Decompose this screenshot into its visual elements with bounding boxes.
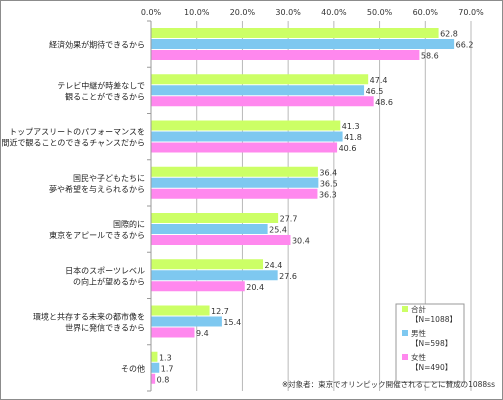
x-tick-label: 70.0% <box>458 8 484 17</box>
legend-swatch <box>402 306 408 312</box>
bar <box>151 373 156 384</box>
data-label: 9.4 <box>196 329 209 338</box>
footnote: ※対象者：東京でオリンピック開催されることに賛成の1088ss <box>282 379 495 389</box>
category-label: 世界に発信できるから <box>65 323 145 333</box>
bar <box>151 235 291 245</box>
x-axis-tick-labels: 0.0% 10.0% 20.0% 30.0% 40.0% 50.0% 60.0% 70.0% <box>141 8 484 17</box>
bar <box>151 362 160 373</box>
data-label: 41.3 <box>342 122 360 131</box>
bar <box>151 177 319 188</box>
category-label: 東京をアピールできるから <box>49 230 145 240</box>
x-tick-label: 40.0% <box>321 8 347 17</box>
bar <box>151 351 158 362</box>
bar <box>151 74 369 85</box>
legend-swatch <box>402 330 408 336</box>
data-label: 15.4 <box>223 318 241 327</box>
bar <box>151 281 245 292</box>
bar <box>151 85 365 96</box>
data-label: 58.6 <box>421 52 439 61</box>
data-label: 41.8 <box>344 133 362 142</box>
bar <box>151 327 195 338</box>
legend-label: 【N=490】 <box>411 363 452 372</box>
bar <box>151 39 455 49</box>
category-label: テレビ中継が時差なしで <box>57 80 145 90</box>
x-tick-label: 60.0% <box>413 8 439 17</box>
bar <box>151 131 343 142</box>
data-label: 24.4 <box>265 261 283 270</box>
x-tick-label: 0.0% <box>141 8 162 17</box>
data-label: 40.6 <box>339 144 357 153</box>
category-label: 国際的に <box>113 219 145 229</box>
legend: 合計【N=1088】男性【N=598】女性【N=490】 <box>395 303 465 383</box>
bar <box>151 120 341 131</box>
x-tick-label: 20.0% <box>230 8 256 17</box>
bar <box>151 316 222 327</box>
data-label: 27.7 <box>280 215 298 224</box>
data-label: 36.5 <box>320 179 338 188</box>
category-label: 間近で観ることのできるチャンスだから <box>1 138 145 148</box>
bar <box>151 50 420 60</box>
data-label: 48.6 <box>375 98 393 107</box>
bars <box>151 28 455 384</box>
category-label: 国民や子どもたちに <box>73 174 145 183</box>
legend-label: 【N=598】 <box>411 339 452 348</box>
bar <box>151 188 318 199</box>
data-label: 27.6 <box>279 272 297 281</box>
legend-label: 男性 <box>411 328 426 338</box>
data-label: 62.8 <box>440 30 458 39</box>
category-label: トップアスリートのパフォーマンスを <box>9 128 145 137</box>
data-label: 12.7 <box>211 307 229 316</box>
category-labels: 経済効果が期待できるからテレビ中継が時差なしで観ることができるからトップアスリー… <box>1 40 145 374</box>
bar <box>151 305 210 316</box>
bar <box>151 28 439 38</box>
category-label: その他 <box>121 363 145 373</box>
data-label: 46.5 <box>366 87 384 96</box>
bar <box>151 259 264 270</box>
category-label: 環境と共存する未来の都市像を <box>33 312 145 322</box>
bar <box>151 270 278 281</box>
value-labels: 62.8 66.2 58.6 47.4 46.5 48.6 41.3 41.8 40.6 36.4… <box>157 30 474 385</box>
legend-box <box>395 303 465 383</box>
data-label: 36.4 <box>319 168 337 177</box>
category-label: 観ることができるから <box>65 91 145 101</box>
data-label: 1.3 <box>159 353 172 362</box>
bar <box>151 224 268 234</box>
bar <box>151 96 374 107</box>
x-tick-label: 30.0% <box>275 8 301 17</box>
legend-label: 【N=1088】 <box>411 315 457 324</box>
bar <box>151 166 318 177</box>
data-label: 47.4 <box>370 76 388 85</box>
category-label: 夢や希望を与えられるから <box>49 184 145 194</box>
x-tick-label: 50.0% <box>367 8 393 17</box>
bar <box>151 142 338 153</box>
legend-label: 合計 <box>411 304 426 314</box>
data-label: 0.8 <box>157 375 170 384</box>
data-label: 1.7 <box>161 364 174 373</box>
category-label: 経済効果が期待できるから <box>49 40 145 50</box>
data-label: 66.2 <box>456 41 474 50</box>
bar <box>151 213 279 223</box>
data-label: 36.3 <box>319 190 337 199</box>
x-tick-label: 10.0% <box>184 8 210 17</box>
data-label: 20.4 <box>246 283 264 292</box>
data-label: 25.4 <box>269 226 287 235</box>
category-label: 日本のスポーツレベル <box>65 265 145 275</box>
legend-swatch <box>402 354 408 360</box>
category-label: の向上が望めるから <box>73 276 145 286</box>
legend-label: 女性 <box>411 352 426 362</box>
data-label: 30.4 <box>292 237 310 246</box>
